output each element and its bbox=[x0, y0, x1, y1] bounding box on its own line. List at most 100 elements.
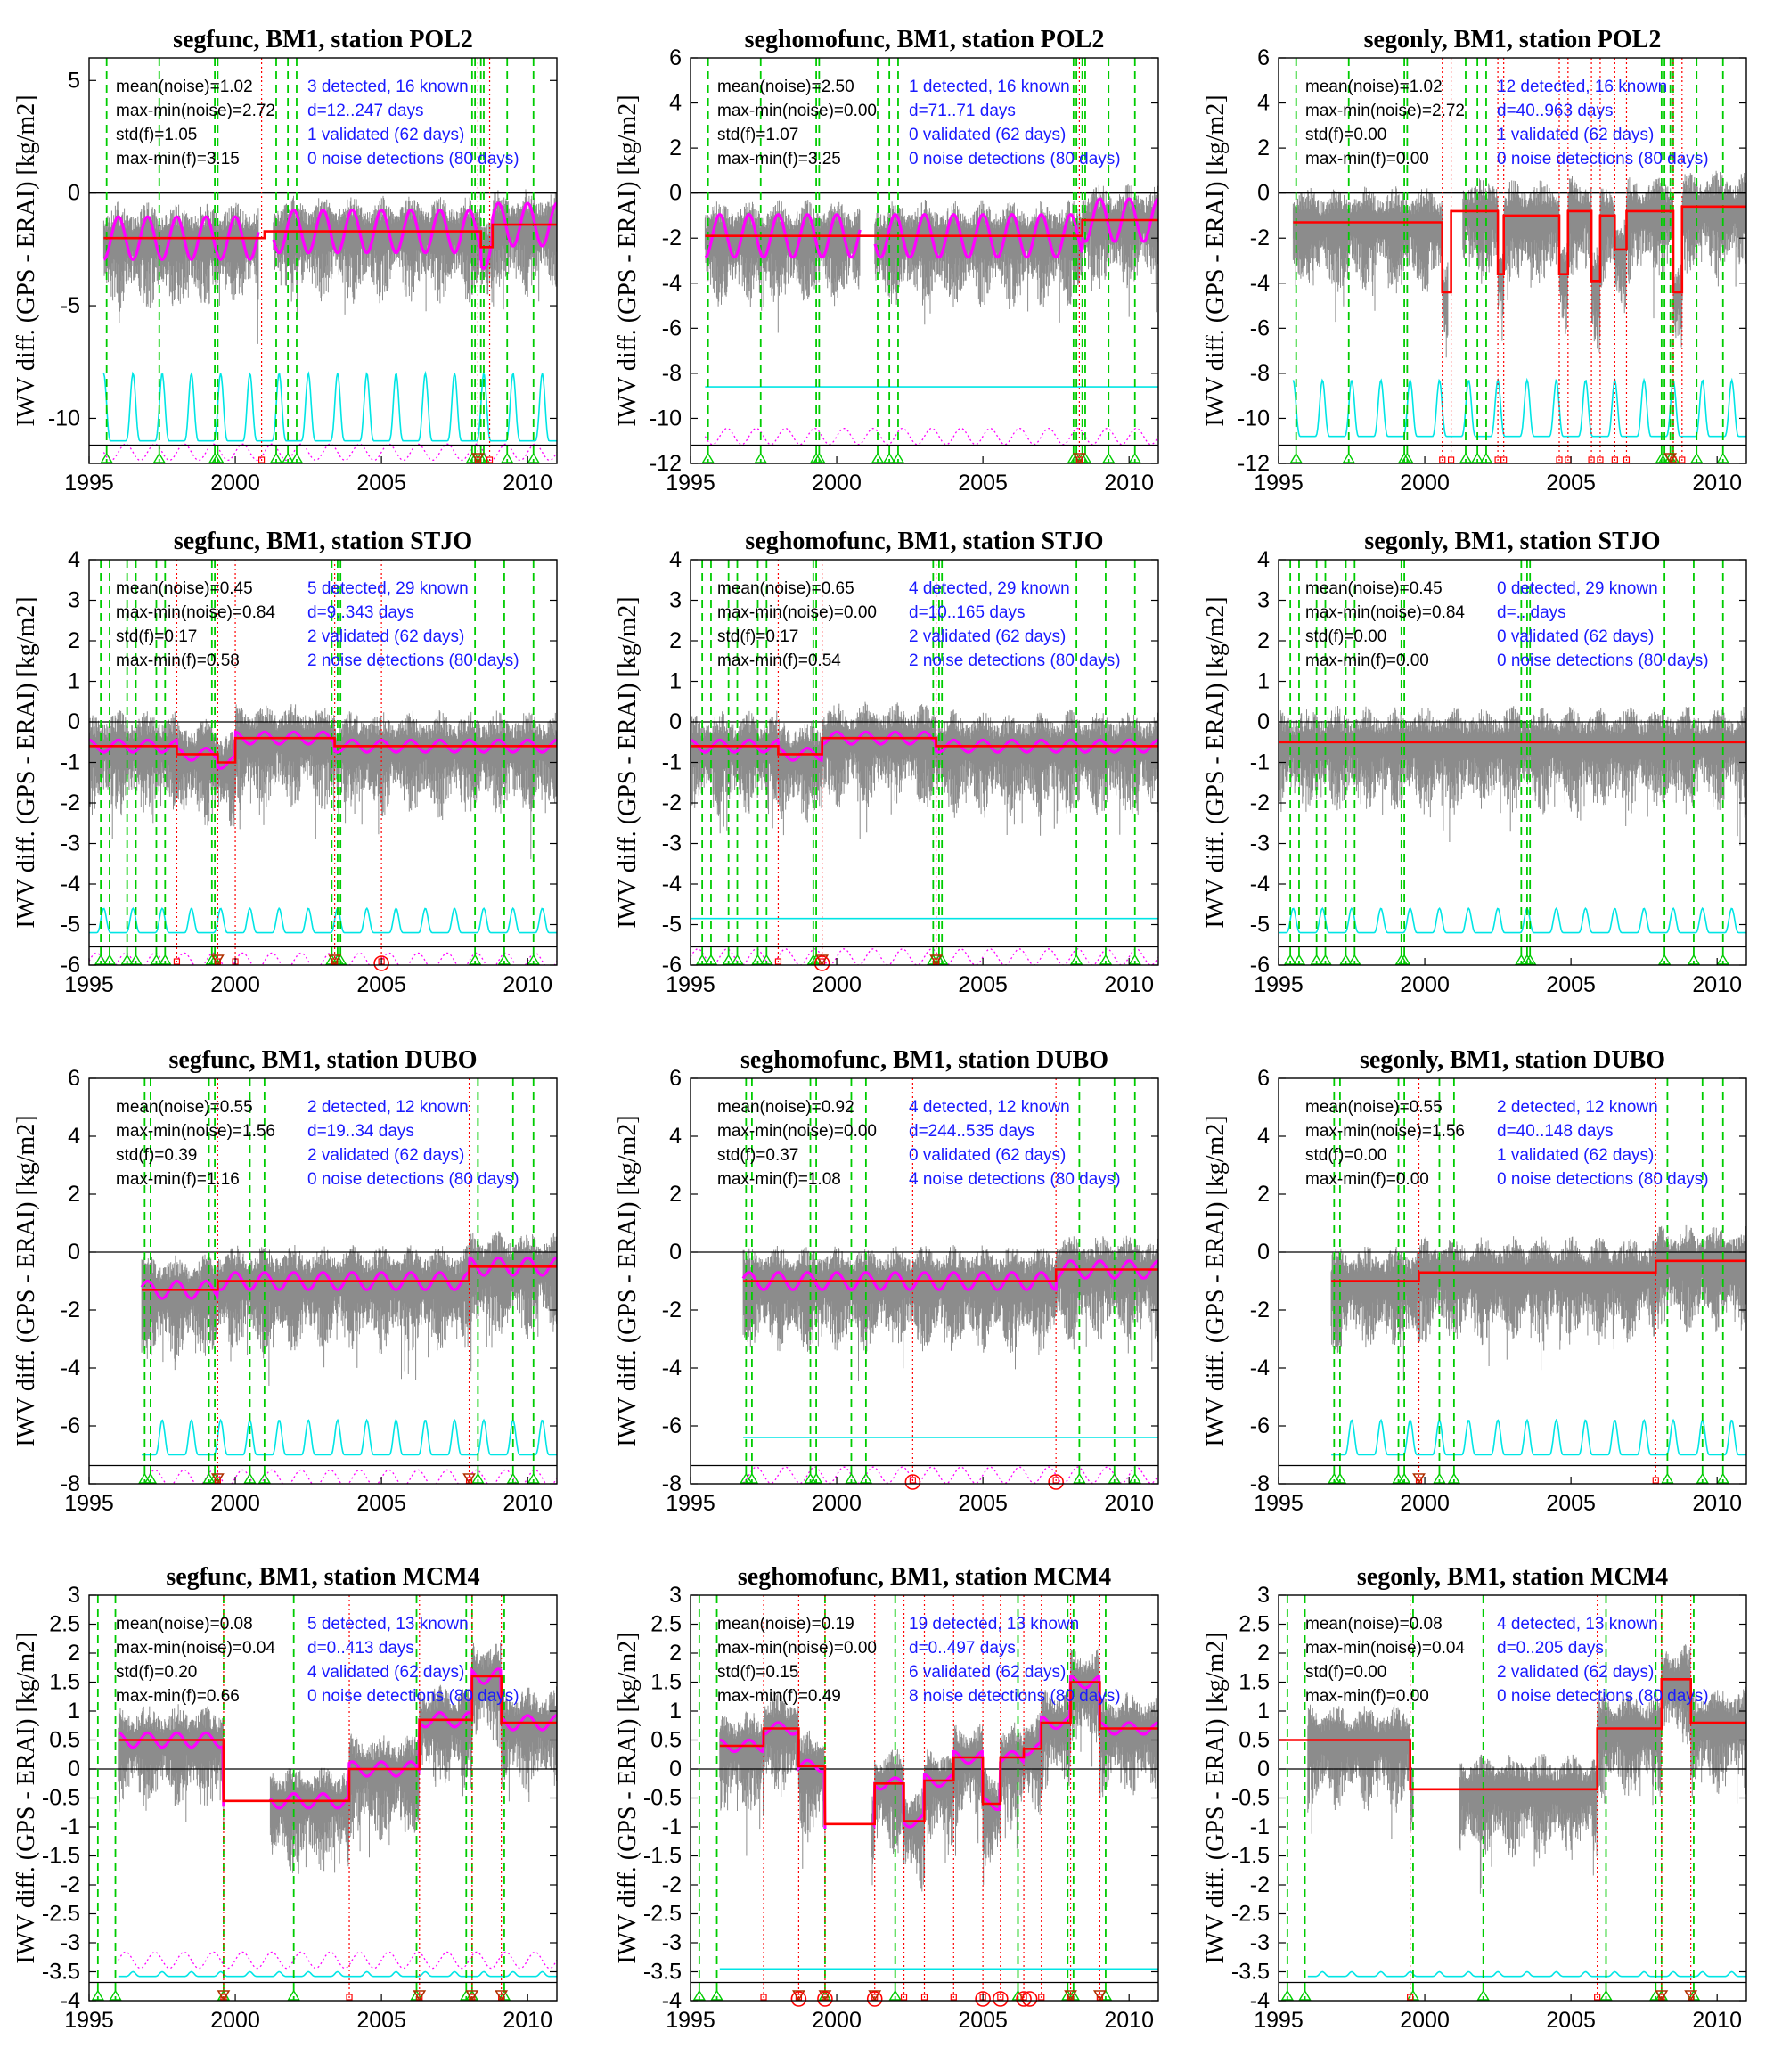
panel-11: -4 -3.5 -3 -2.5 -2 -1.5 -1 -0.5 0 0.5 1 1.5 2 2.5 3 199… bbox=[614, 1563, 1159, 2033]
stat-left: max-min(noise)=2.72 bbox=[116, 102, 275, 120]
known-break-marker bbox=[1687, 954, 1701, 965]
stat-right: d=9..343 days bbox=[307, 603, 414, 622]
known-break-marker bbox=[1479, 452, 1493, 463]
detected-break-marker bbox=[1588, 456, 1595, 463]
known-break-marker bbox=[1689, 452, 1704, 463]
stat-right: 0 noise detections (80 days) bbox=[1497, 150, 1709, 168]
y-tick-label: 2.5 bbox=[49, 1612, 80, 1637]
known-break-marker bbox=[1073, 1472, 1086, 1484]
stat-left: max-min(noise)=0.00 bbox=[717, 603, 877, 622]
plot-area bbox=[89, 1078, 557, 1484]
noise-curve bbox=[1292, 377, 1746, 438]
y-axis-label: IWV diff. (GPS - ERAI) [kg/m2] bbox=[1202, 1632, 1230, 1963]
y-tick-label: -2 bbox=[1250, 1298, 1270, 1323]
validated-marker bbox=[791, 1990, 805, 2002]
stat-right: d=10..165 days bbox=[909, 603, 1025, 622]
y-tick-label: 1 bbox=[68, 669, 80, 694]
known-break-marker bbox=[1476, 1989, 1490, 2001]
stat-left: mean(noise)=2.50 bbox=[717, 78, 854, 96]
y-tick-label: -1.5 bbox=[1231, 1844, 1270, 1869]
validated-marker bbox=[818, 1990, 832, 2002]
segmentation-fit bbox=[743, 1268, 1158, 1282]
known-break-marker bbox=[94, 954, 108, 965]
y-tick-label: 0 bbox=[68, 1240, 80, 1265]
y-tick-label: 0 bbox=[669, 181, 682, 206]
stat-right: d=12..247 days bbox=[307, 102, 423, 120]
data-series bbox=[742, 1234, 1158, 1381]
panel-12: -4 -3.5 -3 -2.5 -2 -1.5 -1 -0.5 0 0.5 1 1.5 2 2.5 3 199… bbox=[1202, 1563, 1747, 2033]
axes-box bbox=[88, 1077, 558, 1485]
y-axis-label: IWV diff. (GPS - ERAI) [kg/m2] bbox=[614, 1115, 642, 1446]
noise-std-dotted bbox=[143, 1469, 557, 1484]
x-tick-label: 2000 bbox=[210, 1491, 260, 1516]
function-fit bbox=[704, 197, 1158, 259]
x-tick-label: 2010 bbox=[1104, 471, 1154, 495]
data-series bbox=[1279, 706, 1746, 846]
stat-right: 0 noise detections (80 days) bbox=[1497, 1687, 1709, 1706]
y-tick-label: -5 bbox=[662, 913, 682, 938]
y-tick-label: -3.5 bbox=[42, 1960, 80, 1985]
stat-right: 4 detected, 29 known bbox=[909, 579, 1070, 598]
stat-right: 4 validated (62 days) bbox=[307, 1663, 464, 1682]
known-break-marker bbox=[1599, 1989, 1613, 2001]
y-tick-label: -8 bbox=[1250, 361, 1270, 386]
y-tick-label: -1 bbox=[61, 1814, 80, 1839]
x-tick-label: 2010 bbox=[503, 471, 552, 495]
y-tick-label: -4 bbox=[662, 1988, 682, 2013]
known-break-marker bbox=[1661, 1472, 1674, 1484]
x-tick-label: 2010 bbox=[503, 972, 552, 997]
function-fit bbox=[719, 1675, 1158, 1830]
detected-break-marker bbox=[486, 456, 494, 463]
known-break-marker bbox=[1339, 954, 1353, 965]
noise-detection-marker bbox=[790, 1991, 807, 2007]
y-tick-label: -4 bbox=[662, 872, 682, 897]
stat-right: 2 validated (62 days) bbox=[307, 1146, 464, 1165]
panel-title: segonly, BM1, station POL2 bbox=[1364, 26, 1662, 53]
y-axis-label: IWV diff. (GPS - ERAI) [kg/m2] bbox=[1202, 596, 1230, 928]
known-break-marker bbox=[1280, 1989, 1295, 2001]
detected-break-marker bbox=[909, 1477, 916, 1484]
panel-title: seghomofunc, BM1, station MCM4 bbox=[738, 1563, 1111, 1591]
y-tick-label: 0 bbox=[1257, 709, 1270, 734]
known-break-marker bbox=[704, 954, 718, 965]
x-tick-label: 2000 bbox=[812, 972, 862, 997]
y-tick-label: -10 bbox=[650, 405, 682, 430]
y-tick-label: 0 bbox=[68, 1757, 80, 1781]
known-break-marker bbox=[882, 452, 896, 463]
y-tick-label: 2 bbox=[1257, 628, 1270, 653]
stat-right: 1 detected, 16 known bbox=[909, 78, 1070, 96]
known-break-marker bbox=[809, 1472, 823, 1484]
validated-marker bbox=[328, 954, 342, 966]
stat-right: d=19..34 days bbox=[307, 1122, 414, 1141]
noise-std-dotted bbox=[89, 952, 557, 965]
y-tick-label: -12 bbox=[1238, 451, 1270, 476]
noise-detection-marker bbox=[813, 955, 830, 971]
noise-detection-marker bbox=[904, 1474, 921, 1490]
y-tick-label: 0 bbox=[68, 181, 80, 206]
segmentation-fit bbox=[89, 736, 557, 764]
y-tick-label: -5 bbox=[61, 293, 80, 318]
y-tick-label: 3 bbox=[68, 1583, 80, 1608]
panel-title: segonly, BM1, station STJO bbox=[1364, 528, 1660, 555]
y-tick-label: -1 bbox=[61, 750, 80, 775]
known-break-marker bbox=[813, 452, 826, 463]
stat-right: 8 noise detections (80 days) bbox=[909, 1687, 1121, 1706]
y-tick-label: 1 bbox=[1257, 1699, 1270, 1724]
y-tick-label: 6 bbox=[669, 1066, 682, 1091]
stat-right: 5 detected, 13 known bbox=[307, 1615, 469, 1634]
y-tick-label: -2 bbox=[662, 225, 682, 250]
panel-title: seghomofunc, BM1, station POL2 bbox=[745, 26, 1105, 53]
y-tick-label: -2 bbox=[662, 790, 682, 815]
detected-break-marker bbox=[1439, 456, 1446, 463]
validated-marker bbox=[1663, 453, 1678, 464]
y-tick-label: -1 bbox=[662, 750, 682, 775]
y-tick-label: -1.5 bbox=[42, 1844, 80, 1869]
known-break-marker bbox=[1348, 954, 1361, 965]
x-tick-label: 1995 bbox=[666, 1491, 715, 1516]
known-break-marker bbox=[143, 1472, 158, 1484]
noise-curve bbox=[1331, 1418, 1746, 1456]
y-tick-label: -0.5 bbox=[42, 1786, 80, 1811]
y-tick-label: 5 bbox=[68, 68, 80, 93]
y-tick-label: 3 bbox=[1257, 1583, 1270, 1608]
y-tick-label: -3.5 bbox=[643, 1960, 682, 1985]
